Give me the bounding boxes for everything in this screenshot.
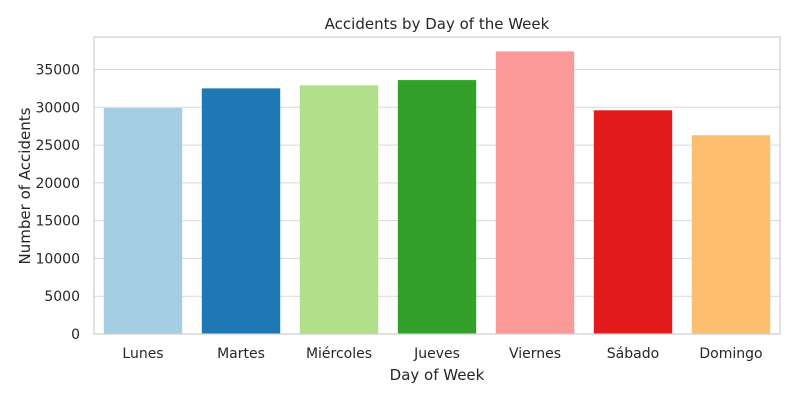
y-tick-label: 5000 — [44, 289, 80, 305]
bar-domingo — [691, 135, 771, 334]
chart-title: Accidents by Day of the Week — [325, 15, 550, 33]
bar-sábado — [593, 110, 673, 334]
x-tick-label: Lunes — [122, 346, 163, 362]
y-tick-label: 10000 — [35, 251, 80, 267]
plot-frame — [93, 36, 781, 335]
bar-miércoles — [299, 85, 379, 334]
x-tick-label: Martes — [217, 346, 265, 362]
x-tick-label: Viernes — [509, 346, 561, 362]
bar-martes — [201, 88, 281, 334]
y-tick-label: 30000 — [35, 100, 80, 116]
x-axis-title: Day of Week — [390, 366, 485, 384]
y-tick-label: 35000 — [35, 62, 80, 78]
x-tick-label: Miércoles — [306, 346, 372, 362]
x-tick-labels: Lunes Martes Miércoles Jueves Viernes Sábado D… — [122, 346, 762, 362]
x-tick-label: Jueves — [413, 346, 460, 362]
bar-viernes — [495, 51, 575, 335]
y-tick-label: 15000 — [35, 214, 80, 230]
y-axis-title: Number of Accidents — [16, 107, 34, 264]
bar-jueves — [397, 80, 477, 335]
y-tick-label: 0 — [71, 327, 80, 343]
x-tick-label: Domingo — [699, 346, 762, 362]
y-tick-label: 20000 — [35, 176, 80, 192]
bar-lunes — [103, 108, 183, 334]
bars — [103, 51, 771, 335]
y-tick-labels: 0 5000 10000 15000 20000 25000 30000 35000 — [35, 62, 80, 343]
y-tick-label: 25000 — [35, 138, 80, 154]
x-tick-label: Sábado — [607, 346, 659, 362]
